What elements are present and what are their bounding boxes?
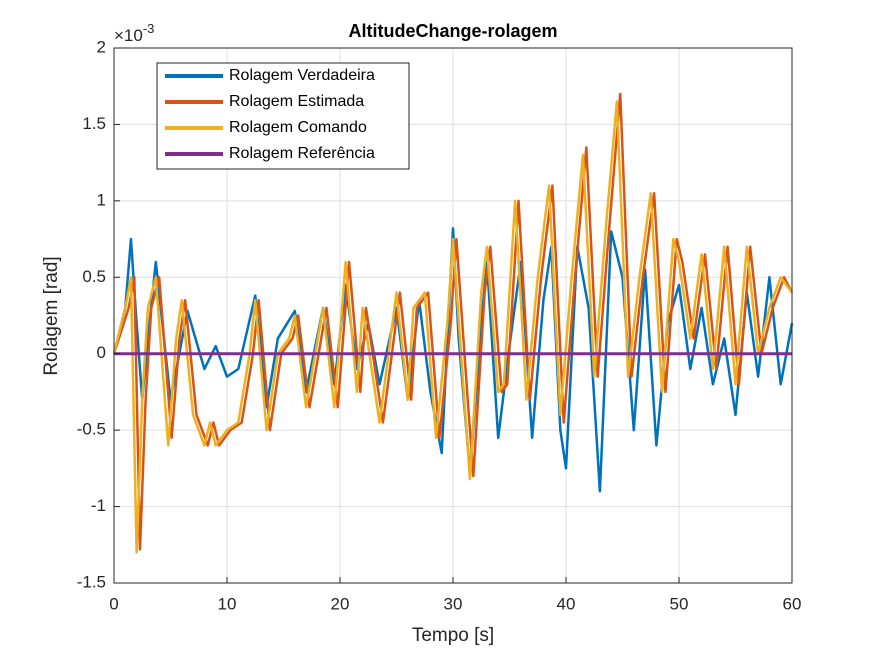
y-tick-label: 1 bbox=[97, 190, 106, 209]
series-line bbox=[112, 100, 794, 554]
legend-label: Rolagem Referência bbox=[229, 145, 375, 162]
chart-title: AltitudeChange-rolagem bbox=[348, 21, 557, 41]
x-tick-label: 50 bbox=[670, 594, 689, 613]
y-tick-label: -1.5 bbox=[77, 572, 106, 591]
y-exponent-base: ×10 bbox=[114, 26, 143, 45]
y-tick-label: 0.5 bbox=[82, 267, 106, 286]
legend-label: Rolagem Comando bbox=[229, 119, 367, 136]
legend-box bbox=[156, 62, 410, 170]
y-exponent: ×10-3 bbox=[114, 21, 154, 45]
legend-label: Rolagem Estimada bbox=[229, 93, 364, 110]
y-tick-label: 2 bbox=[97, 37, 106, 56]
y-tick-label: -1 bbox=[91, 496, 106, 515]
x-axis-label: Tempo [s] bbox=[412, 625, 494, 646]
x-tick-label: 60 bbox=[783, 594, 802, 613]
y-tick-label: -0.5 bbox=[77, 420, 106, 439]
y-exponent-power: -3 bbox=[143, 21, 155, 36]
x-tick-label: 40 bbox=[557, 594, 576, 613]
ticks: 0 10 20 30 40 50 60 -1.5 -1 -0.5 0 0.5 1 1.5 2 bbox=[77, 37, 802, 613]
x-tick-label: 30 bbox=[444, 594, 463, 613]
legend-label: Rolagem Verdadeira bbox=[229, 67, 375, 84]
legend: Rolagem Verdadeira Rolagem Estimada Rolage… bbox=[156, 62, 410, 170]
y-tick-label: 1.5 bbox=[82, 114, 106, 133]
x-tick-label: 10 bbox=[218, 594, 237, 613]
x-tick-label: 20 bbox=[331, 594, 350, 613]
lines bbox=[112, 92, 794, 554]
x-tick-label: 0 bbox=[109, 594, 118, 613]
y-axis-label: Rolagem [rad] bbox=[41, 256, 62, 375]
series-line bbox=[112, 92, 794, 551]
y-tick-label: 0 bbox=[97, 343, 106, 362]
